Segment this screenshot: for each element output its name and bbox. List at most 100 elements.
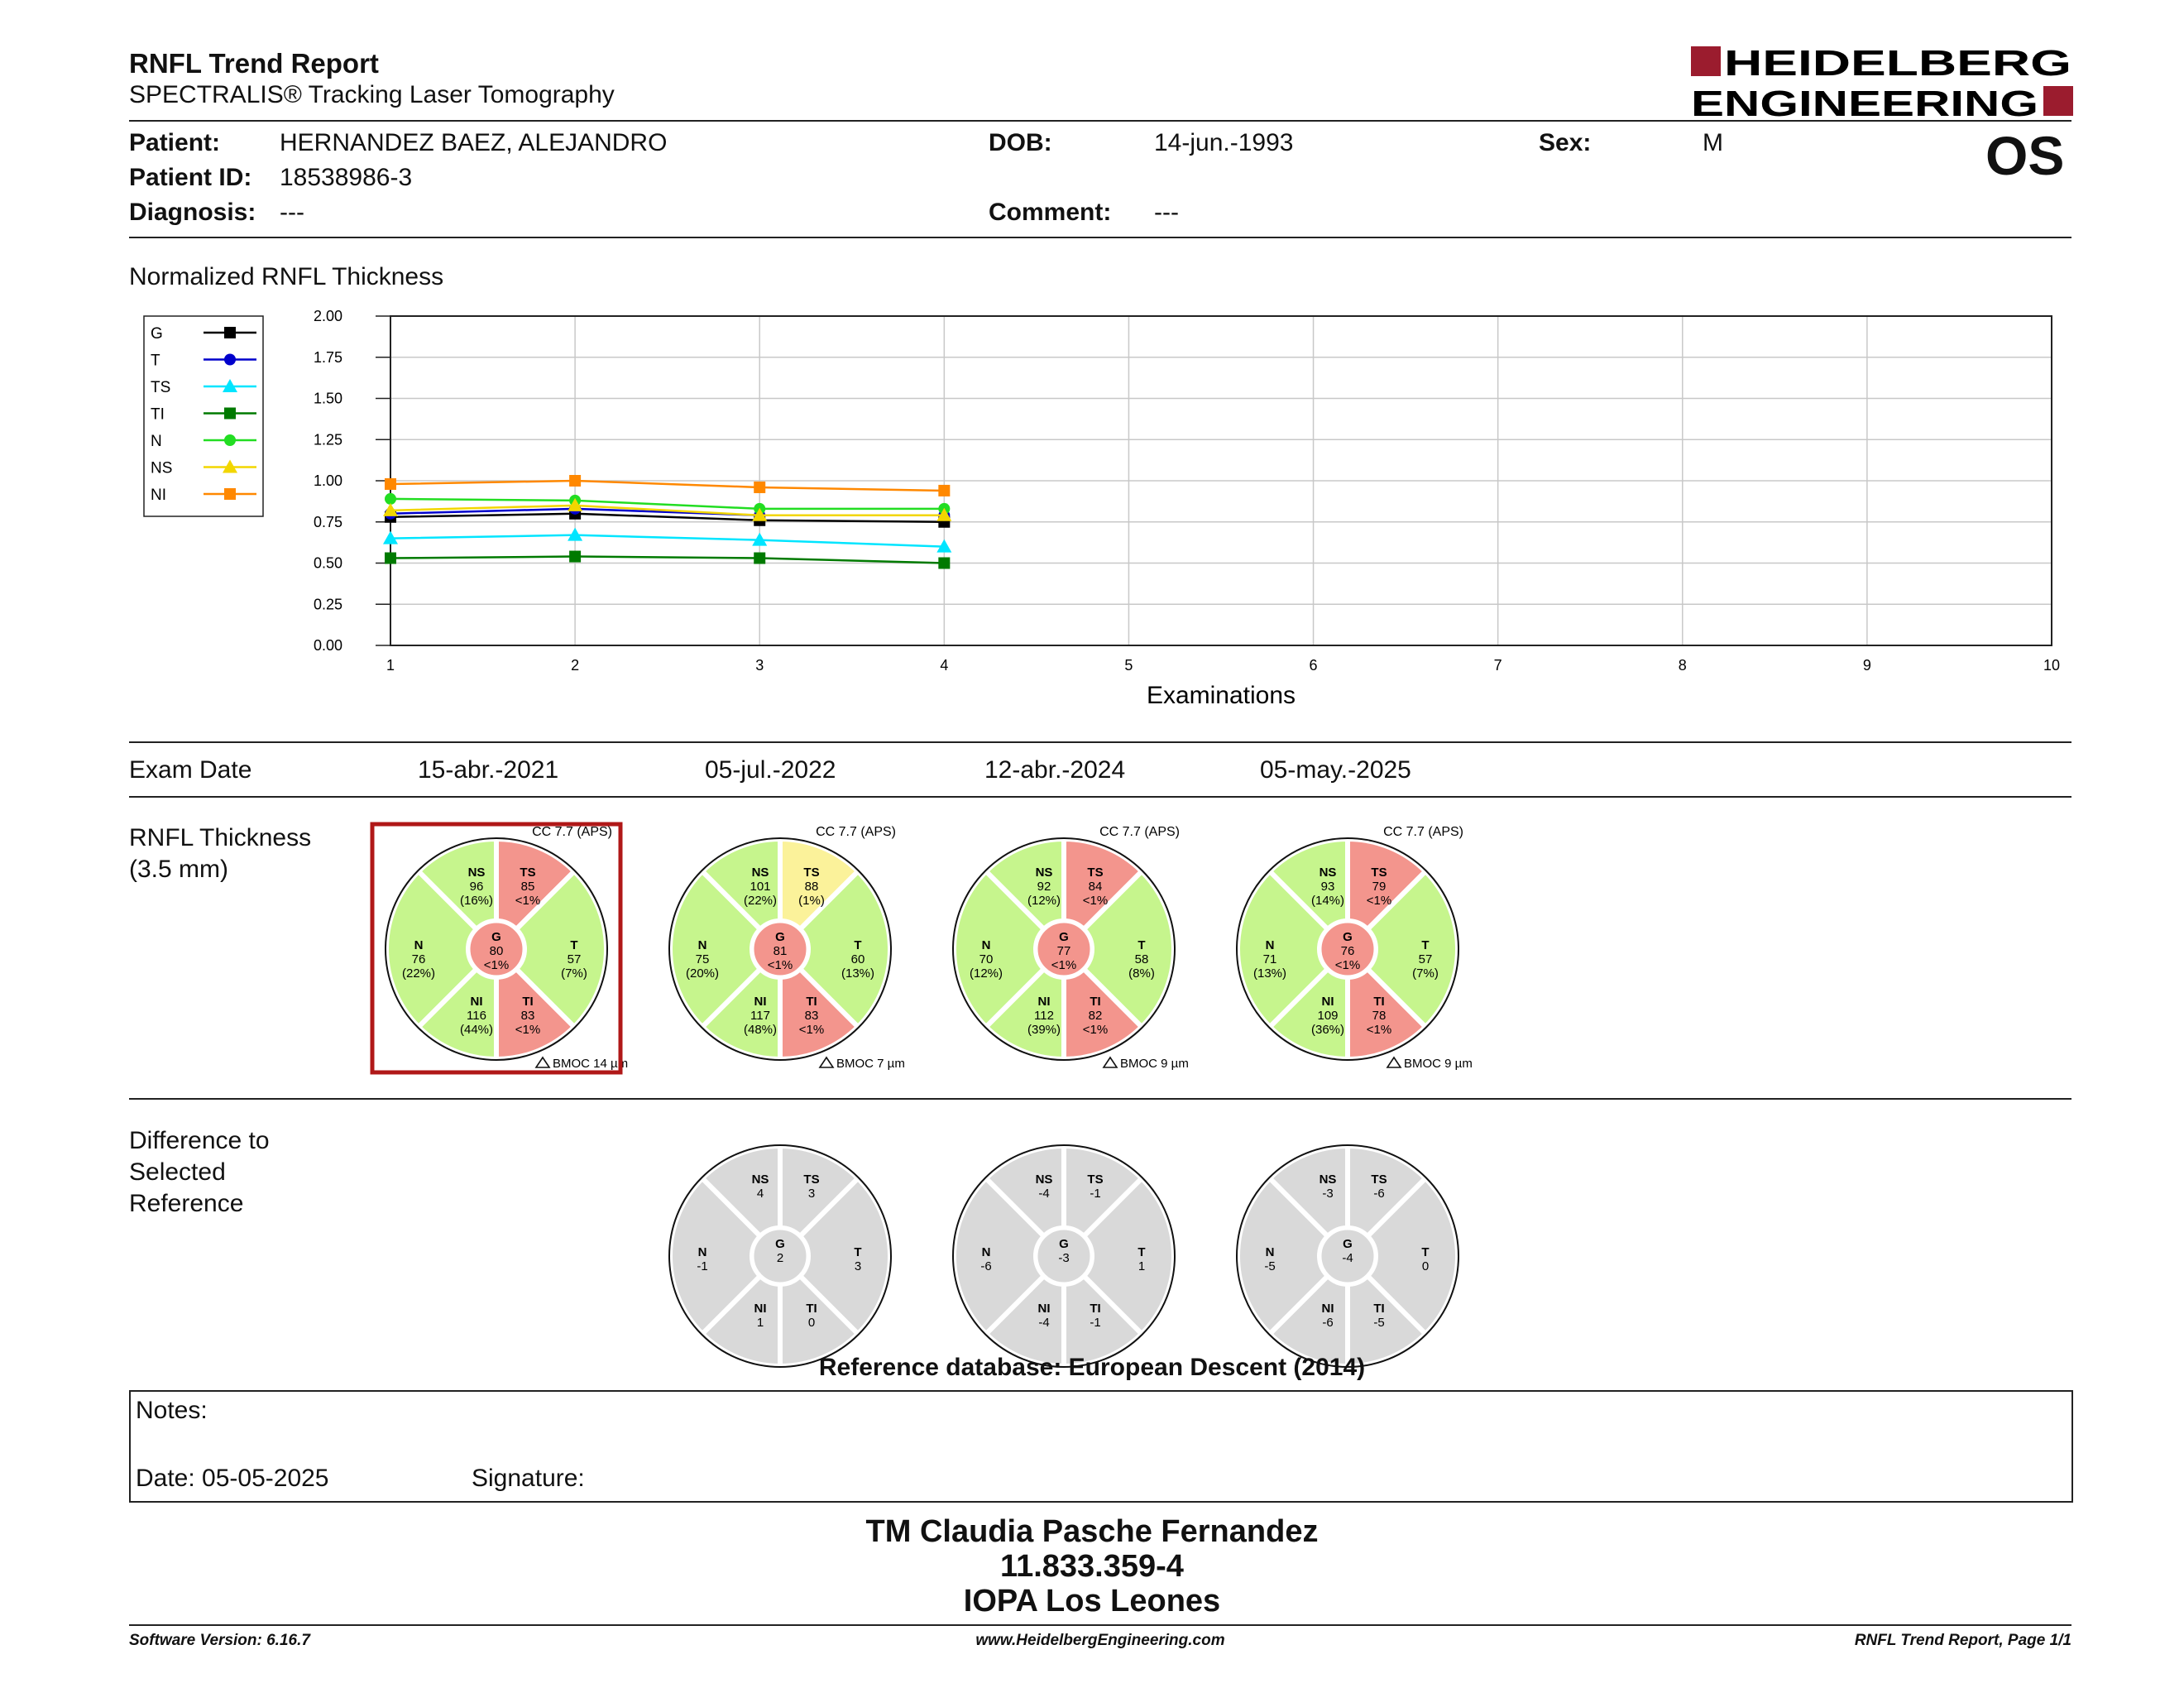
sector-value-n: 70: [979, 952, 994, 966]
sector-label-g: G: [1059, 1237, 1069, 1251]
sector-label-ti: TI: [806, 995, 817, 1009]
legend-label-g: G: [151, 325, 163, 343]
sector-percentile-ti: <1%: [1367, 1023, 1391, 1037]
y-tick-label: 0.00: [314, 637, 342, 654]
sector-percentile-ti: <1%: [515, 1023, 540, 1037]
thickness-sublabel: (3.5 mm): [129, 856, 228, 883]
sector-label-g: G: [775, 930, 785, 944]
sector-label-t: T: [854, 1245, 861, 1259]
signer-id: 11.833.359-4: [1000, 1549, 1184, 1584]
sector-percentile-ns: (22%): [744, 894, 777, 908]
sector-label-ti: TI: [1090, 1302, 1100, 1316]
legend-label-ni: NI: [151, 487, 166, 504]
delta-icon: [818, 1056, 835, 1068]
cc-label: CC 7.7 (APS): [1383, 825, 1463, 839]
bmoc-label: BMOC 14 µm: [553, 1057, 628, 1071]
circle-outline: [668, 1144, 892, 1368]
sector-label-n: N: [1266, 1245, 1275, 1259]
sector-label-ni: NI: [471, 995, 483, 1009]
sector-percentile-g: <1%: [484, 958, 509, 972]
report-subtitle: SPECTRALIS® Tracking Laser Tomography: [129, 81, 615, 108]
y-tick-label: 0.75: [314, 514, 342, 530]
sector-label-ni: NI: [754, 995, 767, 1009]
sector-value-ns: 96: [470, 880, 484, 894]
sector-label-n: N: [982, 1245, 991, 1259]
x-axis-label: Examinations: [1147, 682, 1296, 709]
cc-label: CC 7.7 (APS): [816, 825, 896, 839]
sex-label: Sex:: [1539, 129, 1592, 156]
sector-label-ns: NS: [752, 1172, 769, 1187]
data-point-ts: [568, 527, 583, 541]
sector-label-ts: TS: [803, 1172, 819, 1187]
sector-value-g: 77: [1057, 944, 1071, 958]
exam-date-4: 05-may.-2025: [1260, 756, 1411, 784]
sector-g: [1317, 918, 1378, 980]
eye-label: OS: [1985, 125, 2065, 186]
signature-label: Signature:: [472, 1465, 585, 1492]
sector-value-g: 80: [490, 944, 504, 958]
sector-label-ts: TS: [520, 866, 535, 880]
data-point-ti: [385, 552, 396, 564]
sector-diff-ti: -5: [1373, 1316, 1384, 1330]
sector-value-ns: 92: [1037, 880, 1051, 894]
series-line-ti: [390, 555, 945, 564]
signer-name: TM Claudia Pasche Fernandez: [865, 1514, 1319, 1549]
sector-label-ti: TI: [1373, 1302, 1384, 1316]
patient-id-label: Patient ID:: [129, 164, 252, 191]
sector-label-ts: TS: [1087, 1172, 1103, 1187]
sector-label-t: T: [854, 938, 861, 952]
sector-percentile-ns: (14%): [1311, 894, 1344, 908]
sector-value-t: 57: [1419, 952, 1433, 966]
sector-label-ti: TI: [806, 1302, 817, 1316]
sector-label-ts: TS: [1371, 866, 1387, 880]
sector-label-ni: NI: [1038, 995, 1051, 1009]
data-point-ns: [752, 507, 768, 521]
notes-label: Notes:: [136, 1397, 208, 1424]
legend-marker-ts: [223, 379, 237, 392]
series-line-ni: [390, 479, 945, 492]
legend-marker-t: [224, 353, 236, 366]
signer-place: IOPA Los Leones: [963, 1584, 1221, 1618]
difference-label-3: Reference: [129, 1190, 244, 1217]
sector-g: [1317, 1225, 1378, 1287]
report-title: RNFL Trend Report: [129, 48, 379, 79]
sector-percentile-n: (13%): [1253, 966, 1286, 981]
sector-percentile-t: (8%): [1128, 966, 1155, 981]
exam-date-2: 05-jul.-2022: [705, 756, 836, 784]
sector-value-ni: 116: [467, 1009, 486, 1023]
sector-percentile-t: (7%): [561, 966, 587, 981]
sector-diff-t: 1: [1138, 1259, 1145, 1273]
sector-percentile-n: (20%): [686, 966, 719, 981]
sector-label-ts: TS: [1371, 1172, 1387, 1187]
notes-box[interactable]: [129, 1390, 2073, 1503]
exam-date-1: 15-abr.-2021: [418, 756, 559, 784]
sector-diff-ts: -6: [1373, 1187, 1384, 1201]
comment-value: ---: [1154, 199, 1179, 226]
sector-diff-ti: -1: [1090, 1316, 1100, 1330]
sector-value-ns: 101: [750, 880, 770, 894]
cc-label: CC 7.7 (APS): [532, 825, 612, 839]
data-point-n: [385, 492, 396, 505]
sector-percentile-ti: <1%: [799, 1023, 824, 1037]
sector-value-ts: 84: [1089, 880, 1103, 894]
page-number: RNFL Trend Report, Page 1/1: [1854, 1632, 2071, 1649]
website-link[interactable]: www.HeidelbergEngineering.com: [975, 1632, 1225, 1649]
sector-percentile-ts: <1%: [1367, 894, 1391, 908]
x-tick-label: 8: [1679, 657, 1687, 674]
bmoc-label: BMOC 9 µm: [1120, 1057, 1189, 1071]
sector-label-ns: NS: [1320, 1172, 1337, 1187]
sector-label-ni: NI: [1322, 1302, 1334, 1316]
delta-icon: [1102, 1056, 1118, 1068]
chart-title: Normalized RNFL Thickness: [129, 263, 444, 290]
sector-label-ns: NS: [468, 866, 486, 880]
sector-value-ti: 83: [805, 1009, 819, 1023]
x-tick-label: 2: [571, 657, 579, 674]
heidelberg-logo: HEIDELBERG ENGINEERING: [1691, 45, 2073, 119]
sector-percentile-ns: (12%): [1027, 894, 1061, 908]
patient-name: HERNANDEZ BAEZ, ALEJANDRO: [280, 129, 668, 156]
sector-label-n: N: [414, 938, 424, 952]
sector-label-ts: TS: [803, 866, 819, 880]
y-tick-label: 0.50: [314, 555, 342, 572]
legend-box: [143, 315, 264, 517]
